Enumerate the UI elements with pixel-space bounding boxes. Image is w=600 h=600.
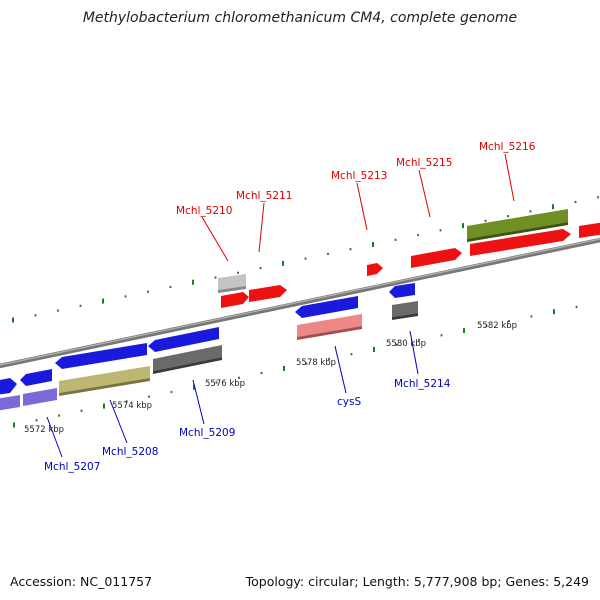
scale-label-5572: 5572 kbp (24, 425, 64, 435)
accession-text: Accession: NC_011757 (10, 574, 153, 589)
tick-row-upper (12, 196, 599, 323)
gene-label-cyss[interactable]: cysS (337, 396, 361, 408)
gene-feature-purple-left[interactable] (0, 395, 20, 411)
scale-label-5582: 5582 kbp (477, 321, 517, 331)
gene-label-mchl-5207[interactable]: Mchl_5207 (44, 461, 100, 473)
gene-feature-gray-light[interactable] (218, 274, 246, 290)
gene-feature-darkgray-shadow (153, 357, 222, 374)
leader-mchl-5215 (418, 169, 431, 218)
forward-strand-features (218, 209, 600, 308)
leader-cyss (334, 345, 347, 394)
gene-feature-gray-small[interactable] (392, 301, 418, 317)
leader-mchl-5208 (109, 399, 128, 444)
gene-label-mchl-5216[interactable]: Mchl_5216 (479, 141, 536, 153)
gene-feature-pink[interactable] (297, 314, 362, 337)
gene-arrow-cyss[interactable] (295, 296, 358, 318)
gene-feature-gray-light-shadow (218, 286, 246, 293)
gene-feature-purple[interactable] (23, 388, 57, 406)
gene-feature-pink-shadow (297, 326, 362, 340)
gene-arrow-mchl-5211[interactable] (249, 285, 287, 302)
leader-mchl-5211 (258, 202, 265, 253)
genome-backbone (0, 237, 600, 369)
gene-arrow-mchl-5215[interactable] (411, 248, 462, 268)
leader-mchl-5216 (504, 153, 515, 202)
gene-arrow-offscreen-left[interactable] (0, 378, 17, 395)
genome-summary-text: Topology: circular; Length: 5,777,908 bp… (245, 574, 589, 589)
gene-arrow-mchl-5209[interactable] (148, 327, 219, 352)
scale-label-5574: 5574 kbp (112, 401, 152, 411)
gene-label-mchl-5211[interactable]: Mchl_5211 (236, 190, 292, 202)
gene-arrow-mchl-5214[interactable] (389, 283, 415, 298)
gene-arrow-mchl-5208[interactable] (55, 343, 147, 369)
gene-feature-darkgray[interactable] (153, 345, 222, 371)
reverse-strand-features (0, 283, 418, 411)
gene-arrow-mchl-5210[interactable] (221, 292, 249, 308)
leader-mchl-5214 (409, 330, 419, 375)
gene-feature-gray-small-shadow (392, 313, 418, 320)
gene-feature-khaki-shadow (59, 378, 150, 396)
gene-label-mchl-5213[interactable]: Mchl_5213 (331, 170, 387, 182)
gene-feature-khaki[interactable] (59, 366, 150, 393)
gene-label-mchl-5209[interactable]: Mchl_5209 (179, 427, 235, 439)
gene-arrow-mchl-5207[interactable] (20, 369, 52, 386)
leader-mchl-5213 (356, 182, 368, 231)
gene-label-mchl-5215[interactable]: Mchl_5215 (396, 157, 452, 169)
gene-arrow-mchl-5216[interactable] (470, 229, 571, 256)
scale-label-5578: 5578 kbp (296, 358, 336, 368)
scale-label-5576: 5576 kbp (205, 379, 245, 389)
leader-mchl-5209 (192, 379, 205, 425)
gene-label-leaders (46, 153, 515, 458)
leader-mchl-5207 (46, 416, 63, 458)
map-title: Methylobacterium chloromethanicum CM4, c… (82, 10, 518, 26)
gene-label-mchl-5214[interactable]: Mchl_5214 (394, 378, 451, 390)
gene-feature-olive-shadow (467, 222, 568, 242)
gene-arrow-offscreen-right[interactable] (579, 222, 600, 238)
gene-feature-olive[interactable] (467, 209, 568, 239)
gene-label-mchl-5210[interactable]: Mchl_5210 (176, 205, 232, 217)
leader-mchl-5210 (201, 216, 229, 262)
genome-backbone-highlight (0, 238, 600, 366)
gene-arrow-mchl-5213[interactable] (367, 263, 383, 276)
gene-label-mchl-5208[interactable]: Mchl_5208 (102, 446, 158, 458)
scale-label-5580: 5580 kbp (386, 339, 426, 349)
